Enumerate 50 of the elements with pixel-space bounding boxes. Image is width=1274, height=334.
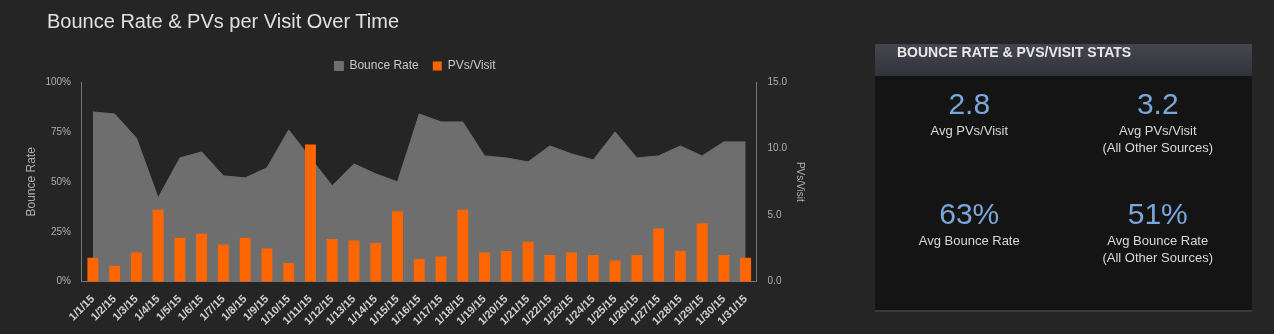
bar: [653, 228, 665, 282]
text: 3.2 Avg PVs/Visit (All Other Sources): [1101, 86, 1214, 156]
bar: [435, 256, 447, 282]
y2-axis-title: PVs/Visit: [795, 161, 807, 202]
bar: [370, 243, 382, 282]
legend-label: Bounce Rate: [349, 58, 420, 73]
bar: [718, 255, 730, 282]
bar: [413, 259, 425, 282]
bar: [174, 237, 186, 282]
y-tick-label: 25%: [50, 225, 72, 237]
bar: [109, 265, 121, 282]
y2-tick-label: 10.0: [767, 142, 788, 154]
bar: [87, 257, 99, 282]
y-tick-label: 75%: [50, 125, 72, 137]
y2-tick-label: 0.0: [767, 275, 782, 287]
bar: [196, 233, 208, 282]
bar: [696, 223, 708, 282]
bar: [609, 260, 621, 282]
bar: [326, 239, 338, 282]
bar: [130, 252, 142, 282]
text: 2.8 Avg PVs/Visit: [929, 86, 1010, 139]
bar: [239, 237, 251, 282]
bar: [631, 255, 643, 282]
chart-title: Bounce Rate & PVs per Visit Over Time: [47, 10, 400, 33]
bar: [522, 241, 534, 282]
bar: [674, 251, 686, 282]
bar: [500, 251, 512, 282]
text: 51% Avg Bounce Rate (All Other Sources): [1101, 196, 1214, 266]
text: BOUNCE RATE & PVS/VISIT STATS: [875, 44, 1252, 76]
bar: [740, 257, 752, 282]
bar: [479, 252, 490, 282]
y2-tick-label: 5.0: [767, 208, 782, 220]
bar: [305, 144, 316, 282]
bar: [587, 255, 599, 282]
text: 63% Avg Bounce Rate: [917, 196, 1021, 249]
y2-tick-label: 15.0: [767, 75, 788, 87]
y-tick-label: 100%: [45, 75, 72, 87]
bar: [152, 209, 164, 282]
legend-label: PVs/Visit: [447, 58, 497, 73]
bar: [217, 244, 229, 282]
y-tick-label: 0%: [56, 275, 72, 287]
bar: [283, 263, 295, 282]
y-tick-label: 50%: [50, 175, 72, 187]
bar: [261, 248, 273, 282]
y-axis-title: Bounce Rate: [23, 146, 38, 217]
bar: [348, 240, 360, 282]
bar: [392, 211, 403, 282]
bar: [544, 255, 556, 282]
bar: [457, 209, 469, 282]
bar: [566, 252, 578, 282]
